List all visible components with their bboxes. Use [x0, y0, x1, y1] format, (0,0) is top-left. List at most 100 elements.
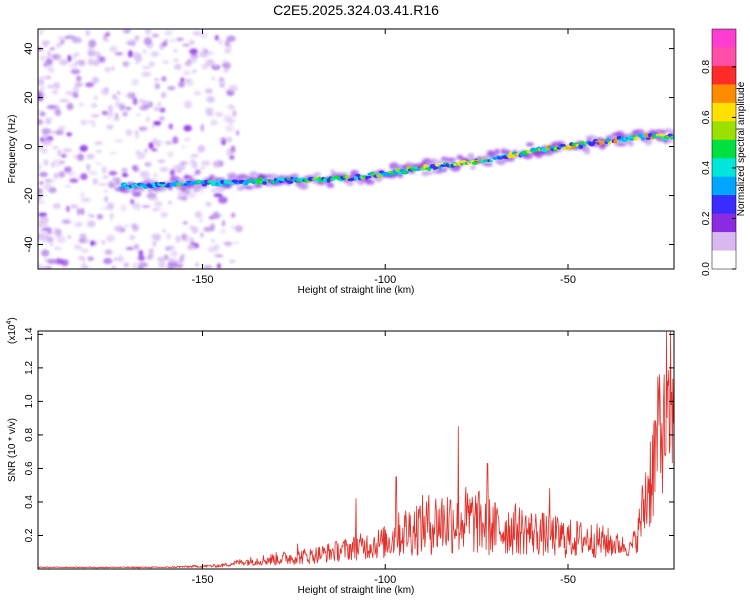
ridge-halo-blob [249, 171, 259, 177]
noise-blob [95, 149, 102, 154]
noise-blob [47, 106, 57, 111]
noise-blob [214, 111, 224, 118]
ridge-core-blob [387, 172, 391, 177]
ridge-core-blob [629, 138, 635, 141]
noise-blob [157, 256, 166, 263]
noise-blob [38, 234, 43, 241]
noise-blob [219, 83, 225, 88]
noise-blob [143, 37, 153, 46]
noise-blob [109, 217, 113, 220]
noise-blob [169, 258, 177, 263]
noise-blob [40, 86, 45, 90]
noise-blob [43, 183, 53, 191]
noise-blob [189, 57, 197, 63]
noise-blob [38, 163, 42, 171]
noise-blob [91, 120, 96, 128]
noise-blob [107, 112, 111, 120]
noise-blob [58, 126, 66, 130]
noise-blob [210, 238, 215, 243]
noise-blob [106, 202, 115, 211]
noise-blob [91, 103, 98, 108]
noise-blob [165, 245, 175, 251]
spectrogram-x-axis-label: Height of straight line (km) [298, 285, 415, 296]
noise-blob [202, 265, 213, 269]
noise-blob [200, 123, 204, 132]
noise-blob [40, 92, 46, 99]
noise-blob [220, 228, 226, 234]
snr-plot: -150 -100 -50 0.2 0.4 0.6 0.8 1.0 1.2 1.4 Height … [6, 317, 675, 596]
noise-blob [50, 66, 55, 74]
noise-blob [188, 39, 195, 45]
noise-blob [146, 116, 150, 123]
noise-blob [181, 145, 187, 149]
noise-blob [205, 107, 214, 113]
colorbar-band [712, 158, 736, 178]
ridge-halo-blob [299, 182, 309, 190]
colorbar-band [712, 102, 736, 122]
noise-blob [88, 39, 97, 48]
noise-blob [210, 119, 218, 126]
noise-blob [65, 35, 75, 39]
noise-blob [152, 207, 157, 212]
noise-blob [223, 241, 233, 246]
ridge-halo-blob [326, 182, 335, 189]
noise-blob [108, 170, 118, 176]
ridge-halo-blob [483, 162, 493, 167]
noise-blob [95, 162, 103, 165]
noise-blob [184, 61, 192, 67]
noise-blob [87, 256, 94, 261]
noise-blob [57, 36, 66, 41]
colorbar-band [712, 29, 736, 48]
noise-blob [167, 200, 173, 205]
noise-blob [47, 50, 52, 59]
noise-blob [40, 75, 49, 80]
ridge-core-blob [434, 166, 439, 170]
noise-blob [121, 173, 129, 178]
ridge-halo-blob [113, 181, 122, 186]
noise-blob [76, 154, 85, 161]
noise-blob [122, 111, 128, 117]
noise-blob [151, 233, 162, 241]
ridge-core-blob [209, 179, 215, 184]
noise-blob [45, 57, 54, 66]
ridge-core-blob [644, 133, 649, 138]
noise-blob [43, 159, 49, 166]
ridge-halo-blob [494, 148, 501, 155]
noise-blob [148, 197, 159, 201]
noise-blob [161, 91, 167, 99]
noise-blob [232, 110, 237, 117]
ridge-core-blob [229, 181, 235, 186]
noise-blob [138, 262, 149, 268]
noise-blob [87, 213, 93, 217]
noise-blob [53, 247, 62, 250]
noise-blob [231, 241, 240, 245]
noise-blob [61, 219, 72, 225]
noise-blob [39, 171, 48, 178]
noise-blob [131, 190, 142, 197]
noise-blob [175, 235, 181, 243]
noise-blob [52, 158, 62, 167]
spectrogram-y-tick-label: 40 [23, 42, 35, 54]
ridge-core-blob [306, 180, 311, 183]
noise-blob [146, 255, 151, 261]
noise-blob [154, 78, 159, 82]
ridge-core-blob [286, 180, 294, 184]
noise-blob [52, 203, 61, 210]
noise-blob [141, 71, 152, 77]
noise-blob [187, 191, 196, 199]
ridge-halo-blob [122, 189, 131, 194]
noise-blob [172, 58, 180, 62]
noise-blob [223, 48, 232, 54]
noise-blob [99, 56, 106, 63]
noise-blob [40, 238, 49, 242]
noise-blob [38, 200, 46, 204]
noise-blob [168, 123, 174, 130]
noise-blob [142, 49, 147, 54]
noise-blob [133, 164, 139, 173]
noise-blob [59, 160, 65, 164]
noise-blob [183, 100, 193, 109]
noise-blob [43, 221, 49, 229]
noise-blob [206, 95, 215, 104]
noise-blob [75, 39, 83, 44]
noise-blob [47, 64, 52, 73]
